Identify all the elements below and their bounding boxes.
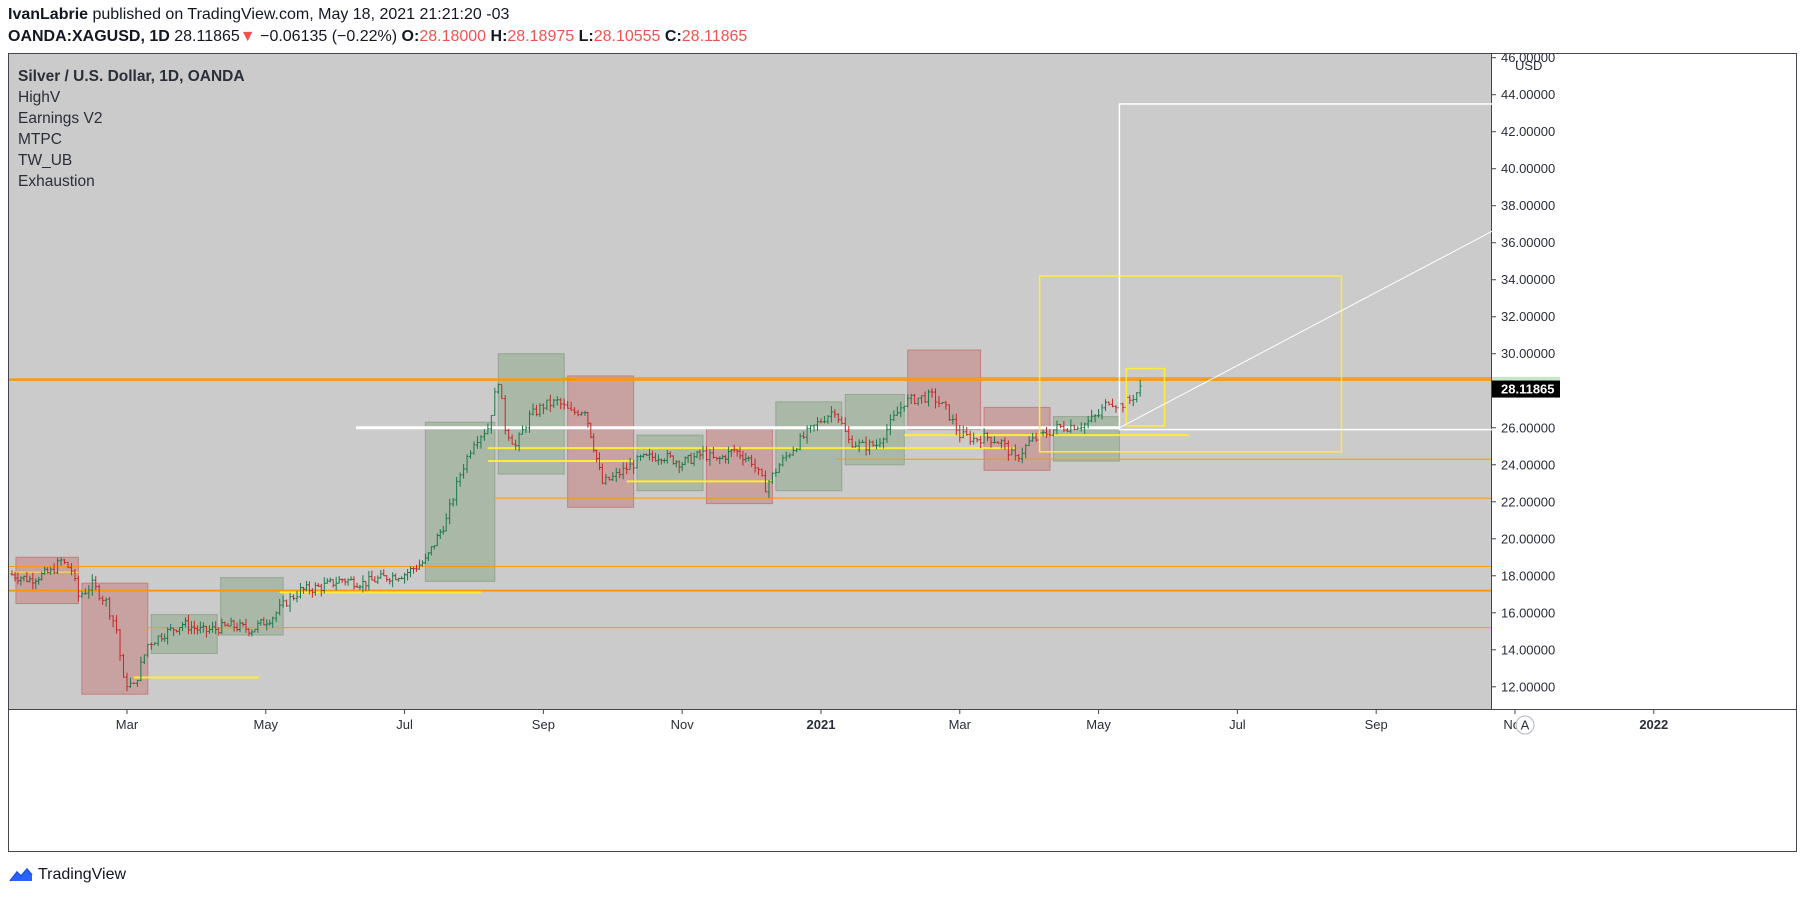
target-box-yellow[interactable] [1038, 275, 1343, 453]
zone-band-bull [1052, 416, 1120, 462]
x-tick-label: May [253, 717, 278, 732]
time-axis[interactable] [9, 710, 1796, 851]
zone-band-bull [775, 401, 843, 492]
symbol-name: OANDA:XAGUSD, 1D [8, 28, 170, 45]
auto-scale-button[interactable] [1515, 715, 1535, 735]
zone-band-bull [150, 614, 218, 654]
y-tick-label: 16.00000 [1501, 605, 1555, 620]
x-tick-label: 2022 [1639, 717, 1668, 732]
y-tick-label: 46.00000 [1501, 54, 1555, 65]
tradingview-logo-icon [9, 867, 33, 882]
y-tick-label: 30.00000 [1501, 346, 1555, 361]
y-tick-label: 12.00000 [1501, 679, 1555, 694]
publish-info: IvanLabrie published on TradingView.com,… [8, 6, 509, 24]
legend-title[interactable]: Silver / U.S. Dollar, 1D, OANDA [18, 68, 245, 85]
last-price-label: 28.11865 [1501, 382, 1555, 397]
x-tick-label: Jul [396, 717, 413, 732]
open-label: O: [401, 28, 420, 45]
symbol-info-bar: OANDA:XAGUSD, 1D 28.11865▼ −0.06135 (−0.… [8, 28, 747, 46]
x-tick-label: Mar [116, 717, 139, 732]
y-tick-label: 36.00000 [1501, 235, 1555, 250]
zone-band-bear [81, 582, 149, 695]
chart-area[interactable]: 46.00000 44.00000 42.00000 40.00000 38.00000… [8, 53, 1797, 852]
y-tick-label: 18.00000 [1501, 568, 1555, 583]
x-tick-label: Sep [1365, 717, 1388, 732]
last-price-label-bg [1492, 380, 1560, 398]
auto-scale-label[interactable]: A [1521, 718, 1530, 733]
low-value: 28.10555 [593, 28, 661, 45]
y-tick-label: 38.00000 [1501, 198, 1555, 213]
y-tick-label: 24.00000 [1501, 457, 1555, 472]
close-value: 28.11865 [681, 28, 748, 45]
indicator-highv[interactable]: HighV [18, 89, 61, 106]
close-label: C: [664, 28, 682, 45]
chart-legend: Silver / U.S. Dollar, 1D, OANDA HighV Ea… [18, 66, 245, 192]
last-price: 28.11865 [174, 28, 240, 45]
y-tick-label: 32.00000 [1501, 309, 1555, 324]
open-value: 28.18000 [419, 28, 487, 45]
y-tick-label: 40.00000 [1501, 161, 1555, 176]
indicator-exhaustion[interactable]: Exhaustion [18, 173, 95, 190]
zone-band-bull [497, 353, 565, 475]
publish-text: published on TradingView.com, May 18, 20… [92, 6, 510, 23]
tradingview-footer[interactable]: TradingView [8, 866, 126, 884]
indicator-earnings[interactable]: Earnings V2 [18, 110, 103, 127]
zone-band-bull [424, 421, 496, 582]
y-tick-label: 42.00000 [1501, 124, 1555, 139]
zone-band-bear [705, 427, 773, 505]
indicator-tw-ub[interactable]: TW_UB [18, 152, 73, 169]
y-tick-label: 26.00000 [1501, 420, 1555, 435]
y-tick-label: 22.00000 [1501, 494, 1555, 509]
indicator-mtpc[interactable]: MTPC [18, 131, 62, 148]
tradingview-brand: TradingView [38, 866, 127, 883]
y-tick-label: 44.00000 [1501, 87, 1555, 102]
x-tick-label: May [1086, 717, 1111, 732]
target-box-yellow[interactable] [1125, 367, 1166, 427]
author-name[interactable]: IvanLabrie [8, 6, 89, 23]
chart-canvas[interactable]: 46.00000 44.00000 42.00000 40.00000 38.00000… [9, 54, 1796, 851]
x-tick-label: Nov [671, 717, 695, 732]
high-label: H: [490, 28, 508, 45]
x-tick-label: 2021 [807, 717, 836, 732]
zone-band-bear [15, 556, 79, 605]
x-tick-label: Mar [949, 717, 972, 732]
x-tick-label: Jul [1229, 717, 1246, 732]
down-arrow-icon: ▼ [239, 28, 256, 45]
x-tick-label: Sep [532, 717, 555, 732]
y-tick-label: 34.00000 [1501, 272, 1555, 287]
high-value: 28.18975 [507, 28, 575, 45]
price-change: −0.06135 (−0.22%) [260, 28, 398, 45]
y-tick-label: 20.00000 [1501, 531, 1555, 546]
zone-band-bear [907, 349, 982, 431]
zone-band-bear [567, 375, 635, 508]
currency-label: USD [1515, 58, 1542, 73]
y-tick-label: 14.00000 [1501, 642, 1555, 657]
zone-band-bull [844, 393, 905, 466]
low-label: L: [578, 28, 594, 45]
